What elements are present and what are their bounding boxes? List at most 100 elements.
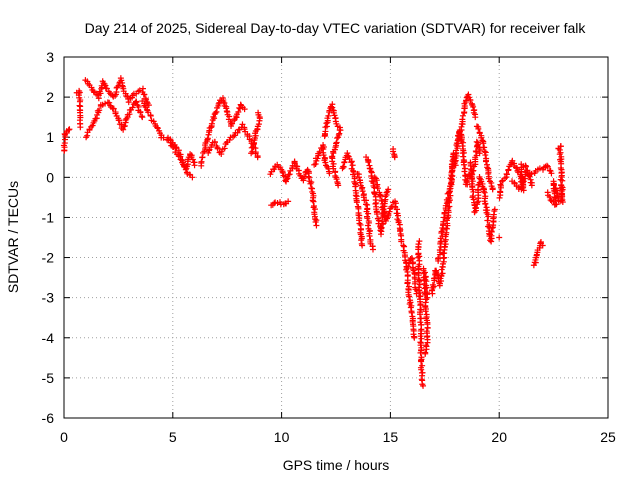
data-point <box>133 99 140 106</box>
data-point <box>239 121 246 128</box>
data-point <box>505 166 512 173</box>
data-point <box>377 193 384 200</box>
data-point <box>441 209 448 216</box>
data-point <box>496 234 503 241</box>
data-point <box>322 159 329 166</box>
x-tick-label: 10 <box>274 429 290 445</box>
data-point <box>415 254 422 261</box>
y-tick-label: -5 <box>42 370 55 386</box>
data-point <box>468 100 475 107</box>
data-point <box>544 163 551 170</box>
data-point <box>313 222 320 229</box>
data-point <box>424 325 431 332</box>
data-point <box>110 105 117 112</box>
data-point <box>398 238 405 245</box>
data-point <box>241 106 248 113</box>
data-point <box>221 145 228 152</box>
data-point <box>439 224 446 231</box>
data-point <box>546 193 553 200</box>
y-axis-label: SDTVAR / TECUs <box>5 181 21 293</box>
y-tick-label: 1 <box>46 129 54 145</box>
data-point <box>460 153 467 160</box>
y-tick-label: 2 <box>46 89 54 105</box>
data-point <box>436 246 443 253</box>
data-point <box>367 165 374 172</box>
data-point <box>378 197 385 204</box>
data-point <box>461 168 468 175</box>
data-point <box>344 150 351 157</box>
data-point <box>459 112 466 119</box>
data-point <box>390 148 397 155</box>
data-point <box>357 179 364 186</box>
data-point <box>279 169 286 176</box>
data-point <box>482 200 489 207</box>
data-point <box>440 218 447 225</box>
data-point <box>340 163 347 170</box>
data-point <box>418 366 425 373</box>
data-point <box>409 255 416 262</box>
data-point <box>559 177 566 184</box>
data-point <box>189 174 196 181</box>
data-point <box>400 242 407 249</box>
data-point <box>374 211 381 218</box>
data-point <box>323 120 330 127</box>
data-point <box>512 164 519 171</box>
data-point <box>220 98 227 105</box>
data-point <box>365 210 372 217</box>
data-point <box>482 158 489 165</box>
data-point <box>408 309 415 316</box>
data-point <box>312 161 319 168</box>
data-point <box>358 237 365 244</box>
data-point <box>137 109 144 116</box>
data-point <box>378 224 385 231</box>
data-point <box>475 125 482 132</box>
data-point <box>405 263 412 270</box>
data-point <box>348 159 355 166</box>
data-point <box>397 228 404 235</box>
data-point <box>316 148 323 155</box>
data-point <box>446 188 453 195</box>
data-point <box>250 141 257 148</box>
x-tick-label: 15 <box>383 429 399 445</box>
data-point <box>359 242 366 249</box>
data-point <box>254 154 261 161</box>
data-point <box>469 178 476 185</box>
y-tick-label: -4 <box>42 330 55 346</box>
x-tick-label: 5 <box>169 429 177 445</box>
data-point <box>182 166 189 173</box>
data-point <box>283 176 290 183</box>
data-point <box>548 170 555 177</box>
data-point <box>481 189 488 196</box>
data-point <box>503 170 510 177</box>
data-point <box>448 161 455 168</box>
data-point <box>421 269 428 276</box>
data-point <box>348 158 355 165</box>
data-point <box>488 227 495 234</box>
data-point <box>116 117 123 124</box>
data-point <box>497 181 504 188</box>
data-point <box>180 159 187 166</box>
data-point <box>208 120 215 127</box>
data-point <box>364 215 371 222</box>
data-point <box>191 162 198 169</box>
data-point <box>66 126 73 133</box>
data-point <box>119 82 126 89</box>
data-point <box>307 180 314 187</box>
data-point <box>311 206 318 213</box>
data-point <box>305 173 312 180</box>
data-point <box>445 195 452 202</box>
data-point <box>139 114 146 121</box>
y-tick-label: -3 <box>42 290 55 306</box>
data-point <box>484 164 491 171</box>
data-point <box>198 158 205 165</box>
data-point <box>285 198 292 205</box>
data-point <box>353 199 360 206</box>
data-point <box>395 212 402 219</box>
data-point <box>416 278 423 285</box>
data-point <box>365 159 372 166</box>
data-point <box>96 107 103 114</box>
data-point <box>483 204 490 211</box>
data-point <box>320 152 327 159</box>
data-point <box>154 124 161 131</box>
